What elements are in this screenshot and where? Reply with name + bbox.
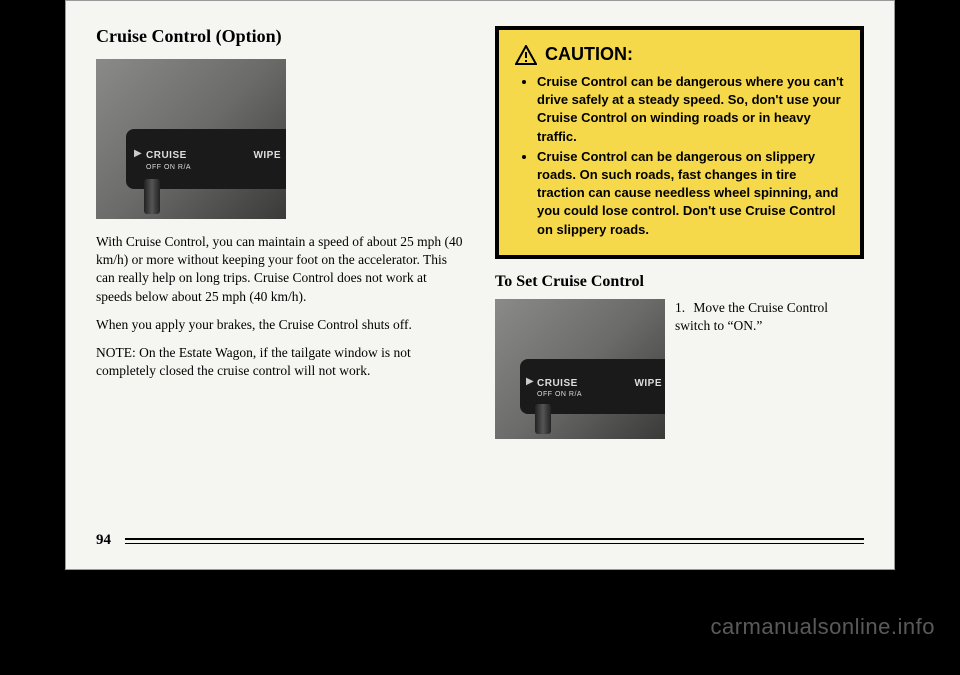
content-columns: Cruise Control (Option) ▶ CRUISE OFF ON … bbox=[96, 26, 864, 516]
caution-item-1: Cruise Control can be dangerous where yo… bbox=[537, 73, 844, 146]
footer-rule bbox=[125, 538, 864, 544]
arrow-icon: ▶ bbox=[134, 148, 142, 159]
cruise-control-photo-2: ▶ CRUISE OFF ON R/A WIPE bbox=[495, 299, 665, 439]
caution-item-2: Cruise Control can be dangerous on slipp… bbox=[537, 148, 844, 239]
photo-label-cruise: CRUISE bbox=[146, 150, 187, 161]
caution-list: Cruise Control can be dangerous where yo… bbox=[515, 73, 844, 239]
body-paragraph-2: When you apply your brakes, the Cruise C… bbox=[96, 316, 465, 334]
stalk-lever bbox=[535, 404, 551, 434]
photo-label-wipe: WIPE bbox=[634, 378, 662, 389]
photo-label-offon: OFF ON R/A bbox=[146, 164, 191, 171]
warning-triangle-icon bbox=[515, 45, 537, 65]
left-column: Cruise Control (Option) ▶ CRUISE OFF ON … bbox=[96, 26, 465, 516]
page-number: 94 bbox=[96, 532, 111, 549]
watermark: carmanualsonline.info bbox=[710, 614, 935, 640]
arrow-icon: ▶ bbox=[526, 376, 534, 387]
manual-page: Cruise Control (Option) ▶ CRUISE OFF ON … bbox=[65, 0, 895, 570]
step-instruction: Move the Cruise Control switch to “ON.” bbox=[675, 300, 828, 333]
photo-label-wipe: WIPE bbox=[253, 150, 281, 161]
step-row: ▶ CRUISE OFF ON R/A WIPE 1. Move the Cru… bbox=[495, 299, 864, 444]
body-paragraph-3: NOTE: On the Estate Wagon, if the tailga… bbox=[96, 344, 465, 380]
cruise-control-photo-1: ▶ CRUISE OFF ON R/A WIPE bbox=[96, 59, 286, 219]
section-heading: Cruise Control (Option) bbox=[96, 26, 465, 47]
caution-heading: CAUTION: bbox=[515, 44, 844, 65]
photo-label-cruise: CRUISE bbox=[537, 378, 578, 389]
body-paragraph-1: With Cruise Control, you can maintain a … bbox=[96, 233, 465, 306]
photo-label-offon: OFF ON R/A bbox=[537, 391, 582, 398]
caution-title: CAUTION: bbox=[545, 44, 633, 65]
page-footer: 94 bbox=[96, 532, 864, 549]
step-number: 1. bbox=[675, 299, 690, 317]
subheading: To Set Cruise Control bbox=[495, 273, 864, 291]
step-1-text: 1. Move the Cruise Control switch to “ON… bbox=[675, 299, 864, 335]
stalk-lever bbox=[144, 179, 160, 214]
right-column: CAUTION: Cruise Control can be dangerous… bbox=[495, 26, 864, 516]
caution-box: CAUTION: Cruise Control can be dangerous… bbox=[495, 26, 864, 259]
